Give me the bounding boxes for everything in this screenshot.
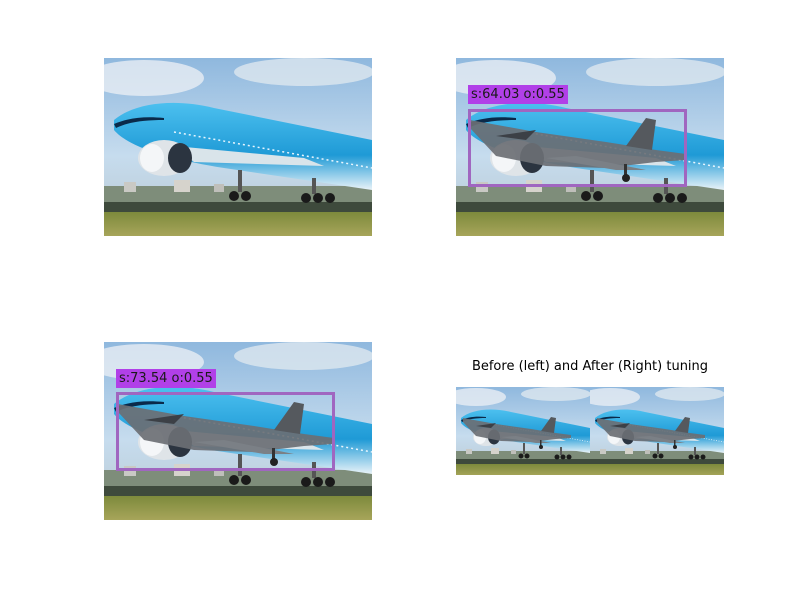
after-tuning-image xyxy=(590,387,724,475)
before-after-comparison xyxy=(456,387,724,475)
detection-box xyxy=(468,109,687,187)
airliner-image xyxy=(104,58,372,236)
panel-detection-after: s:73.54 o:0.55 xyxy=(104,342,372,520)
detection-score-label: s:73.54 o:0.55 xyxy=(116,369,216,388)
detection-box xyxy=(116,392,335,471)
panel-original-airliner xyxy=(104,58,372,236)
comparison-title: Before (left) and After (Right) tuning xyxy=(471,359,709,374)
detection-score-label: s:64.03 o:0.55 xyxy=(468,85,568,104)
before-tuning-image xyxy=(456,387,590,475)
panel-detection-before: s:64.03 o:0.55 xyxy=(456,58,724,236)
